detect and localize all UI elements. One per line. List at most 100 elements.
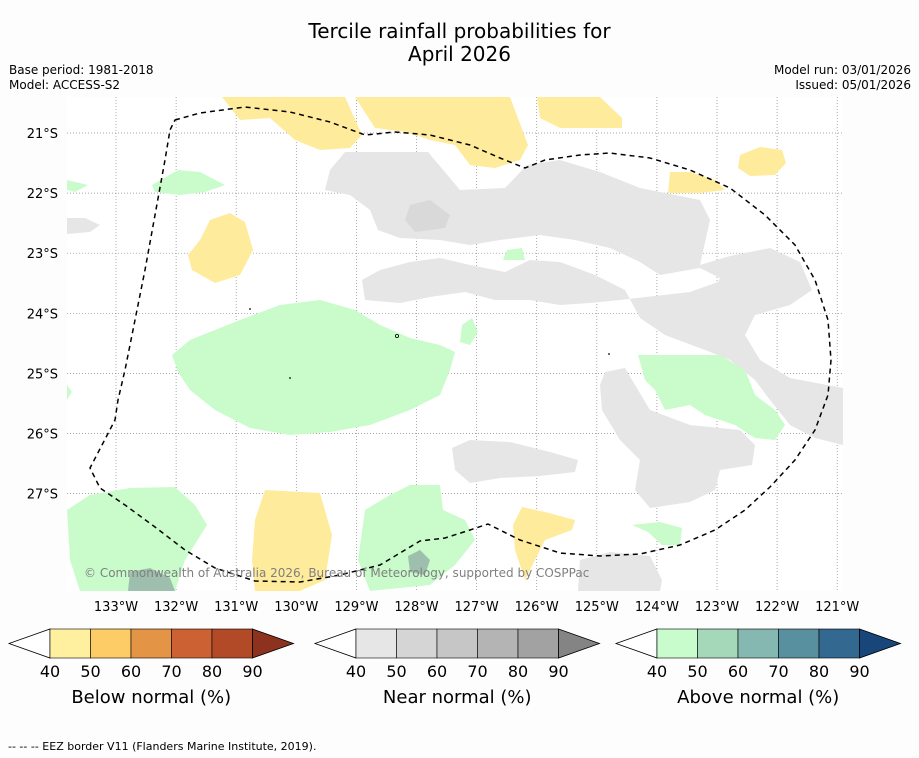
lon-label: 124°W (635, 600, 679, 615)
lat-label: 22°S (27, 187, 58, 202)
island-mark (289, 377, 291, 379)
colorbar-tick: 40 (647, 662, 667, 681)
colorbar-title: Above normal (%) (677, 687, 839, 708)
colorbar-title: Near normal (%) (383, 687, 532, 708)
near-region-west (67, 218, 100, 234)
colorbar-tick: 40 (40, 662, 60, 681)
lon-label: 125°W (575, 600, 619, 615)
below-region-south (252, 490, 332, 591)
below-region-east (738, 147, 786, 176)
colorbar-segment (697, 628, 739, 659)
base-period: Base period: 1981-2018 (9, 63, 154, 77)
lat-label: 25°S (27, 367, 58, 382)
colorbar-segment (778, 628, 820, 659)
model-run: Model run: 03/01/2026 (773, 63, 911, 77)
lon-label: 131°W (214, 600, 258, 615)
lon-label: 130°W (274, 600, 318, 615)
map-title-line1: Tercile rainfall probabilities for (308, 19, 611, 43)
colorbar-title: Below normal (%) (71, 687, 231, 708)
below-region-topright (537, 97, 622, 128)
colorbar-tick: 70 (467, 662, 487, 681)
issued-date: Issued: 05/01/2026 (795, 78, 911, 92)
colorbar-segment (49, 628, 91, 659)
near-normal-regions (67, 152, 843, 591)
above-dark-regions (128, 550, 430, 591)
lat-label: 26°S (27, 428, 58, 443)
below-region-east2 (668, 172, 725, 193)
above-normal-regions (67, 170, 785, 591)
below-region-west (188, 213, 253, 283)
lat-labels: 21°S 22°S 23°S 24°S 25°S 26°S 27°S (27, 127, 58, 503)
colorbar-tick: 40 (346, 662, 366, 681)
below-region-top2 (355, 97, 528, 168)
eez-border (89, 106, 832, 583)
map-title-line2: April 2026 (408, 42, 511, 66)
lon-label: 133°W (94, 600, 138, 615)
colorbar-segment (171, 628, 213, 659)
above-region-sw (67, 487, 207, 591)
above-region-east (638, 355, 785, 440)
colorbar-segment (211, 628, 253, 659)
colorbar: 40 50 60 70 80 90 Near normal (%) (313, 628, 601, 708)
colorbar: 40 50 60 70 80 90 Below normal (%) (7, 628, 295, 708)
islands (249, 308, 610, 379)
colorbar-extend-high (252, 628, 295, 659)
colorbar-extend-high (859, 628, 902, 659)
colorbars: 40 50 60 70 80 90 Below normal (%) 40 50 60 70 80 90… (7, 628, 902, 708)
colorbar-extend-low (313, 628, 357, 659)
colorbar: 40 50 60 70 80 90 Above normal (%) (614, 628, 902, 708)
model-name: Model: ACCESS-S2 (9, 78, 121, 92)
colorbar-segment (90, 628, 132, 659)
near-region-bottom (578, 552, 662, 591)
island-mark (249, 308, 251, 310)
lon-label: 127°W (455, 600, 499, 615)
colorbar-segment (477, 628, 519, 659)
colorbar-tick: 50 (687, 662, 707, 681)
near-region-mid (405, 200, 450, 232)
colorbar-tick: 60 (427, 662, 447, 681)
colorbar-tick: 50 (80, 662, 100, 681)
lon-label: 121°W (815, 600, 859, 615)
colorbar-tick: 80 (809, 662, 829, 681)
colorbar-tick: 70 (768, 662, 788, 681)
colorbar-tick: 60 (121, 662, 141, 681)
colorbar-segment (818, 628, 860, 659)
below-normal-regions (188, 97, 786, 591)
colorbar-tick: 90 (242, 662, 262, 681)
copyright-text: © Commonwealth of Australia 2026, Bureau… (84, 566, 589, 580)
colorbar-tick: 70 (161, 662, 181, 681)
colorbar-tick: 90 (548, 662, 568, 681)
colorbar-tick: 90 (849, 662, 869, 681)
lat-label: 27°S (27, 488, 58, 503)
colorbar-tick: 60 (728, 662, 748, 681)
colorbar-segment (436, 628, 478, 659)
above-region-center (172, 300, 455, 435)
near-region-main (325, 152, 843, 445)
colorbar-tick: 50 (386, 662, 406, 681)
lat-label: 21°S (27, 127, 58, 142)
above-region-se (632, 522, 682, 545)
colorbar-segment (517, 628, 559, 659)
above-region-tiny (503, 248, 525, 260)
colorbar-segment (355, 628, 397, 659)
lat-label: 23°S (27, 247, 58, 262)
colorbar-tick: 80 (508, 662, 528, 681)
near-region-south (452, 440, 578, 483)
lon-label: 123°W (695, 600, 739, 615)
lon-label: 122°W (755, 600, 799, 615)
colorbar-extend-high (558, 628, 601, 659)
lon-label: 129°W (334, 600, 378, 615)
lon-label: 126°W (515, 600, 559, 615)
above-region-w (67, 180, 88, 192)
above-region-nw (152, 170, 225, 195)
above-dark-region-1 (128, 568, 175, 591)
colorbar-segment (396, 628, 438, 659)
footer-legend: -- -- -- EEZ border V11 (Flanders Marine… (8, 740, 317, 753)
island-mark (394, 333, 399, 338)
above-region-edge (67, 385, 72, 400)
below-region-south2 (513, 507, 575, 580)
colorbar-segment (656, 628, 698, 659)
lon-label: 128°W (394, 600, 438, 615)
above-dark-region-2 (408, 550, 430, 575)
